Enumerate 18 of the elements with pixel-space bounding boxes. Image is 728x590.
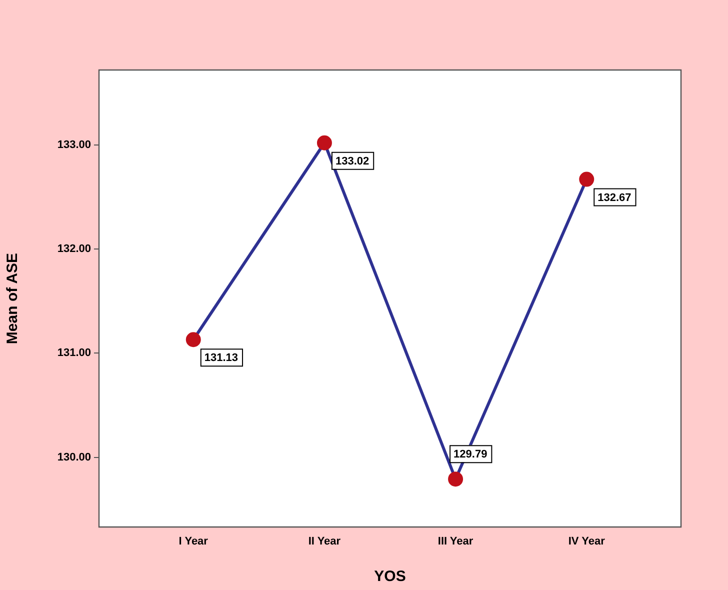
y-tick-label: 130.00 (57, 451, 91, 464)
point (186, 332, 201, 348)
x-axis-title: YOS (374, 568, 406, 586)
y-tick-label: 132.00 (57, 243, 91, 256)
data-label: 131.13 (204, 352, 238, 364)
y-tick-label: 133.00 (57, 138, 91, 151)
x-tick-label: III Year (438, 536, 474, 548)
x-tick-label: II Year (308, 536, 342, 548)
point (448, 472, 464, 487)
data-label: 133.02 (335, 155, 370, 168)
point (316, 135, 332, 150)
point (579, 172, 594, 187)
data-label: 132.67 (598, 192, 632, 204)
y-tick-label: 131.00 (57, 347, 91, 360)
x-tick-label: I Year (178, 536, 209, 548)
x-tick-label: IV Year (568, 536, 606, 548)
data-label: 129.79 (454, 448, 488, 461)
y-axis-title: Mean of ASE (4, 252, 22, 344)
